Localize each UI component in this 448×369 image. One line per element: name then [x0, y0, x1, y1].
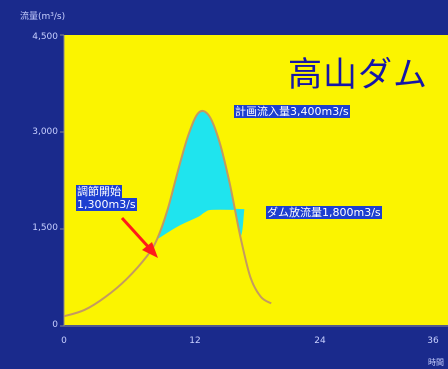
- y-axis-label: 流量(m³/s): [20, 12, 66, 22]
- y-tick-label: 1,500: [32, 223, 58, 233]
- x-tick-label: 24: [314, 336, 326, 346]
- series-inflow-line: [63, 109, 272, 318]
- x-tick-label: 12: [189, 336, 201, 346]
- y-tick-label: 0: [52, 320, 58, 330]
- chart-title: 高山ダム: [288, 55, 428, 95]
- y-tick-label: 3,000: [32, 127, 58, 137]
- inflow-series-label: 計画流入量3,400m3/s: [234, 105, 350, 118]
- arrow-icon: [120, 216, 158, 258]
- regulation-start-value: 1,300m3/s: [76, 198, 137, 211]
- x-tick-label: 36: [427, 336, 439, 346]
- x-tick-label: 0: [61, 336, 67, 346]
- regulated-volume-fill: [157, 110, 245, 239]
- series-release-line: [157, 208, 245, 240]
- y-tick-label: 4,500: [32, 32, 58, 42]
- release-series-label: ダム放流量1,800m3/s: [266, 206, 382, 219]
- x-axis-label: 時間: [428, 358, 444, 367]
- regulation-start-title: 調節開始: [76, 185, 122, 198]
